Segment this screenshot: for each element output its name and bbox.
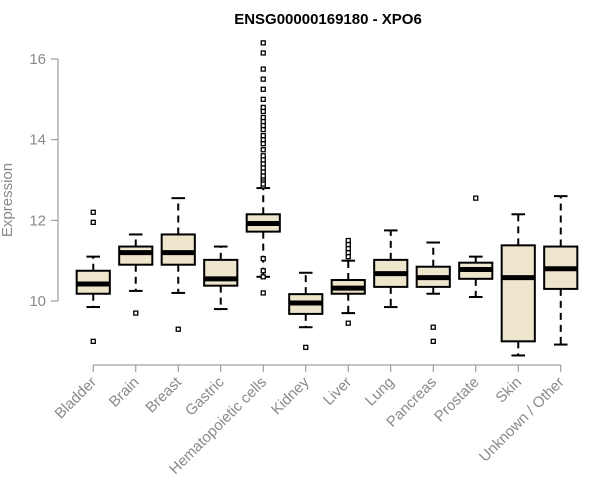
box-iqr	[500, 244, 536, 343]
y-tick-label: 14	[29, 132, 46, 149]
box-unknown-other	[543, 195, 579, 346]
box-iqr	[118, 245, 154, 266]
x-axis	[92, 364, 562, 372]
box-iqr	[203, 258, 239, 287]
box-hematopoietic-cells	[245, 40, 281, 296]
outlier-point	[473, 195, 479, 201]
outlier-point	[430, 338, 436, 344]
outlier-point	[260, 104, 266, 111]
outlier-point	[260, 290, 266, 296]
y-tick-label: 16	[29, 51, 46, 68]
outlier-point	[345, 320, 351, 326]
y-axis-label: Expression	[0, 163, 16, 237]
box-bladder	[75, 209, 111, 344]
y-tick-label: 10	[29, 293, 46, 310]
outlier-point	[90, 209, 96, 215]
outlier-point	[260, 96, 266, 102]
outlier-point	[430, 324, 436, 330]
x-tick-label: Lung	[362, 374, 398, 410]
outlier-point	[260, 274, 266, 280]
outlier-point	[260, 153, 266, 159]
chart-title: ENSG00000169180 - XPO6	[234, 11, 422, 28]
box-breast	[160, 197, 196, 332]
outlier-point	[345, 237, 351, 244]
outlier-point	[90, 219, 96, 226]
x-tick-label: Prostate	[431, 374, 483, 426]
box-iqr	[160, 233, 196, 266]
outlier-point	[260, 255, 266, 262]
outlier-point	[175, 326, 181, 332]
box-pancreas	[415, 241, 451, 344]
outlier-point	[260, 147, 266, 153]
outlier-point	[260, 114, 266, 121]
outlier-point	[260, 86, 266, 92]
box-brain	[118, 233, 154, 316]
outlier-point	[260, 40, 266, 46]
y-axis: 10 12 14 16	[29, 51, 59, 310]
x-tick-label: Skin	[492, 374, 525, 407]
x-tick-label: Kidney	[268, 373, 313, 418]
outlier-point	[133, 310, 139, 316]
outlier-point	[260, 76, 266, 82]
box-series	[75, 40, 579, 357]
y-tick-label: 12	[29, 212, 46, 229]
outlier-point	[260, 132, 266, 139]
box-liver	[330, 237, 366, 326]
box-kidney	[288, 271, 324, 351]
x-tick-label: Breast	[142, 373, 185, 416]
x-tick-label: Liver	[320, 374, 355, 409]
x-tick-label: Bladder	[51, 374, 100, 423]
outlier-point	[260, 50, 266, 56]
outlier-point	[260, 66, 266, 72]
outlier-point	[303, 344, 309, 351]
box-prostate	[458, 195, 494, 298]
x-tick-label: Brain	[106, 374, 143, 411]
outlier-point	[90, 338, 96, 344]
outlier-point	[260, 268, 266, 274]
box-lung	[373, 229, 409, 309]
box-gastric	[203, 245, 239, 311]
box-skin	[500, 213, 536, 357]
